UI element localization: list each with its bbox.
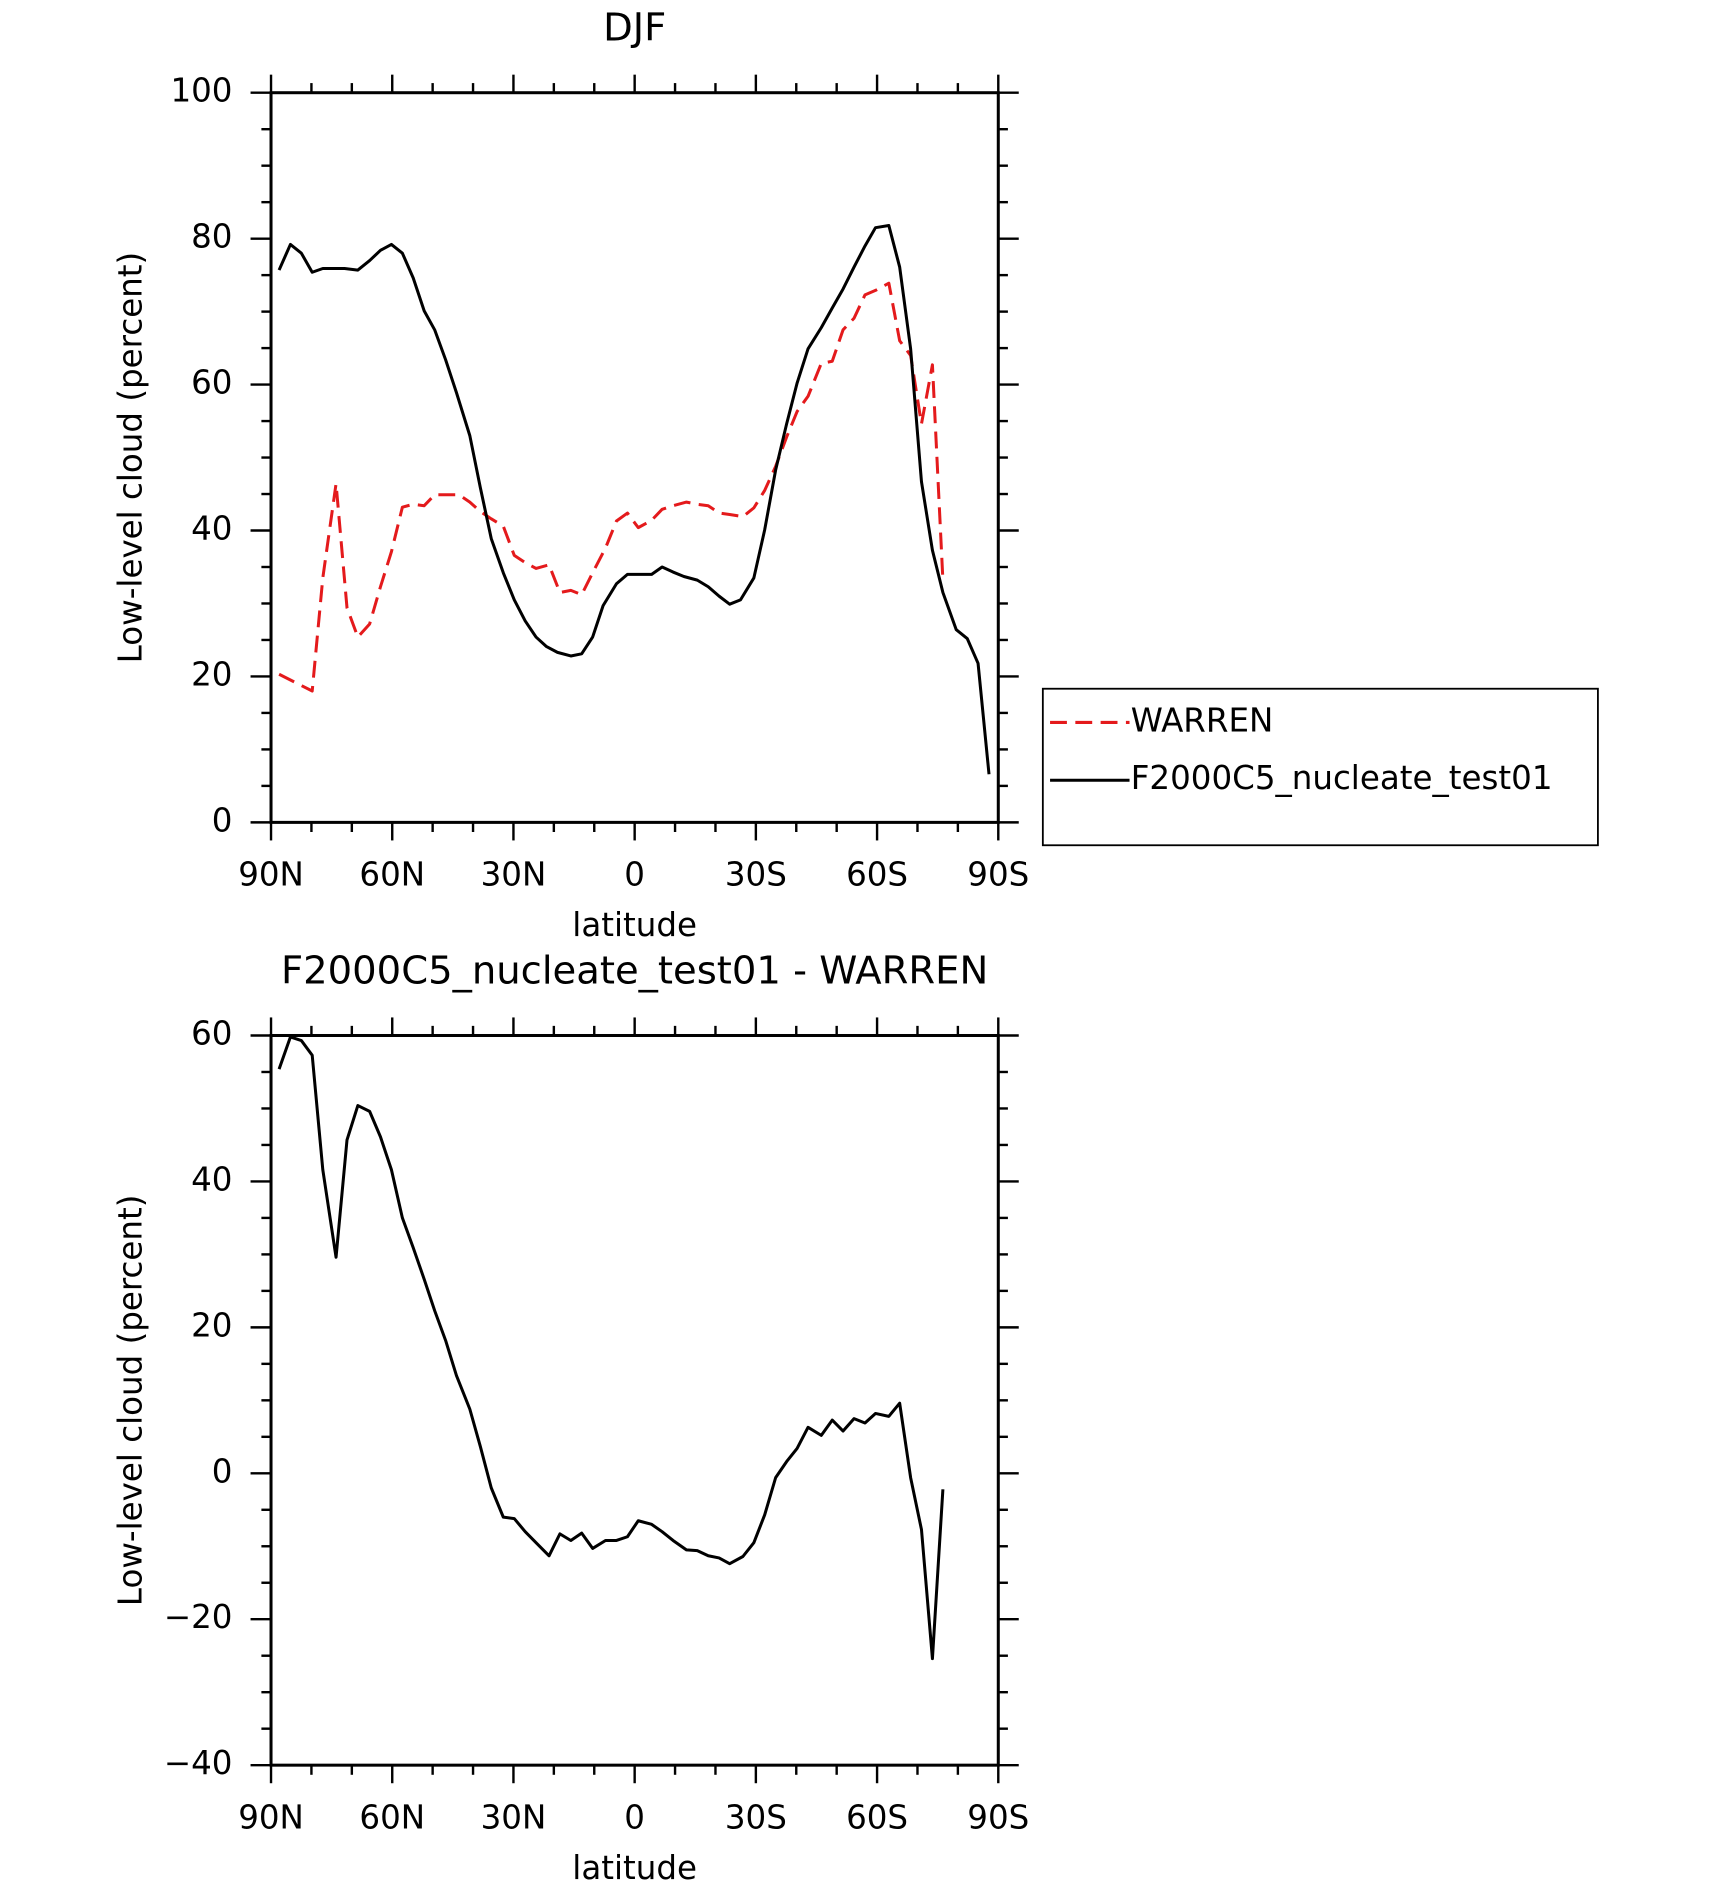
y-tick-label: 20 bbox=[191, 1306, 232, 1344]
plot-frame bbox=[269, 1033, 1000, 1767]
x-tick-label: 0 bbox=[624, 1798, 645, 1836]
y-tick-label: 40 bbox=[191, 510, 232, 548]
x-tick-label: 60S bbox=[846, 856, 908, 894]
y-tick-label: 100 bbox=[170, 72, 232, 110]
x-tick-label: 0 bbox=[624, 856, 645, 894]
x-tick-label: 90S bbox=[967, 1798, 1029, 1836]
y-tick-label: 60 bbox=[191, 364, 232, 402]
x-tick-label: 60N bbox=[359, 1798, 425, 1836]
plot-frame bbox=[269, 91, 1000, 824]
x-axis-label: latitude bbox=[572, 1849, 697, 1887]
chart: F2000C5_nucleate_test01 - WARREN latitude… bbox=[112, 948, 1030, 1887]
legend-box bbox=[1041, 687, 1599, 847]
y-axis-label: Low-level cloud (percent) bbox=[112, 1195, 150, 1607]
legend-label: F2000C5_nucleate_test01 bbox=[1131, 759, 1553, 797]
y-tick-label: 0 bbox=[212, 801, 233, 839]
y-tick-label: 80 bbox=[191, 218, 232, 256]
line-series bbox=[277, 1035, 945, 1661]
y-tick-label: 0 bbox=[212, 1452, 233, 1490]
x-tick-label: 30S bbox=[725, 1798, 787, 1836]
y-tick-label: −20 bbox=[164, 1598, 233, 1636]
x-tick-label: 60S bbox=[846, 1798, 908, 1836]
y-axis-label: Low-level cloud (percent) bbox=[112, 252, 150, 664]
legend-label: WARREN bbox=[1131, 701, 1274, 739]
line-series bbox=[277, 224, 991, 775]
chart: DJF latitude Low-level cloud (percent) 0 20 4… bbox=[112, 6, 1599, 944]
line-series bbox=[278, 281, 945, 693]
x-tick-label: 90N bbox=[238, 856, 304, 894]
x-tick-label: 30S bbox=[725, 856, 787, 894]
chart-title: F2000C5_nucleate_test01 - WARREN bbox=[281, 948, 988, 993]
y-tick-label: 20 bbox=[191, 655, 232, 693]
x-tick-label: 90S bbox=[967, 856, 1029, 894]
y-tick-label: 40 bbox=[191, 1160, 232, 1198]
y-tick-label: 60 bbox=[191, 1014, 232, 1052]
y-tick-label: −40 bbox=[164, 1744, 233, 1782]
chart-title: DJF bbox=[603, 6, 666, 51]
x-tick-label: 60N bbox=[359, 856, 425, 894]
x-tick-label: 30N bbox=[481, 856, 547, 894]
x-axis-label: latitude bbox=[572, 906, 697, 944]
x-tick-label: 30N bbox=[481, 1798, 547, 1836]
x-tick-label: 90N bbox=[238, 1798, 304, 1836]
